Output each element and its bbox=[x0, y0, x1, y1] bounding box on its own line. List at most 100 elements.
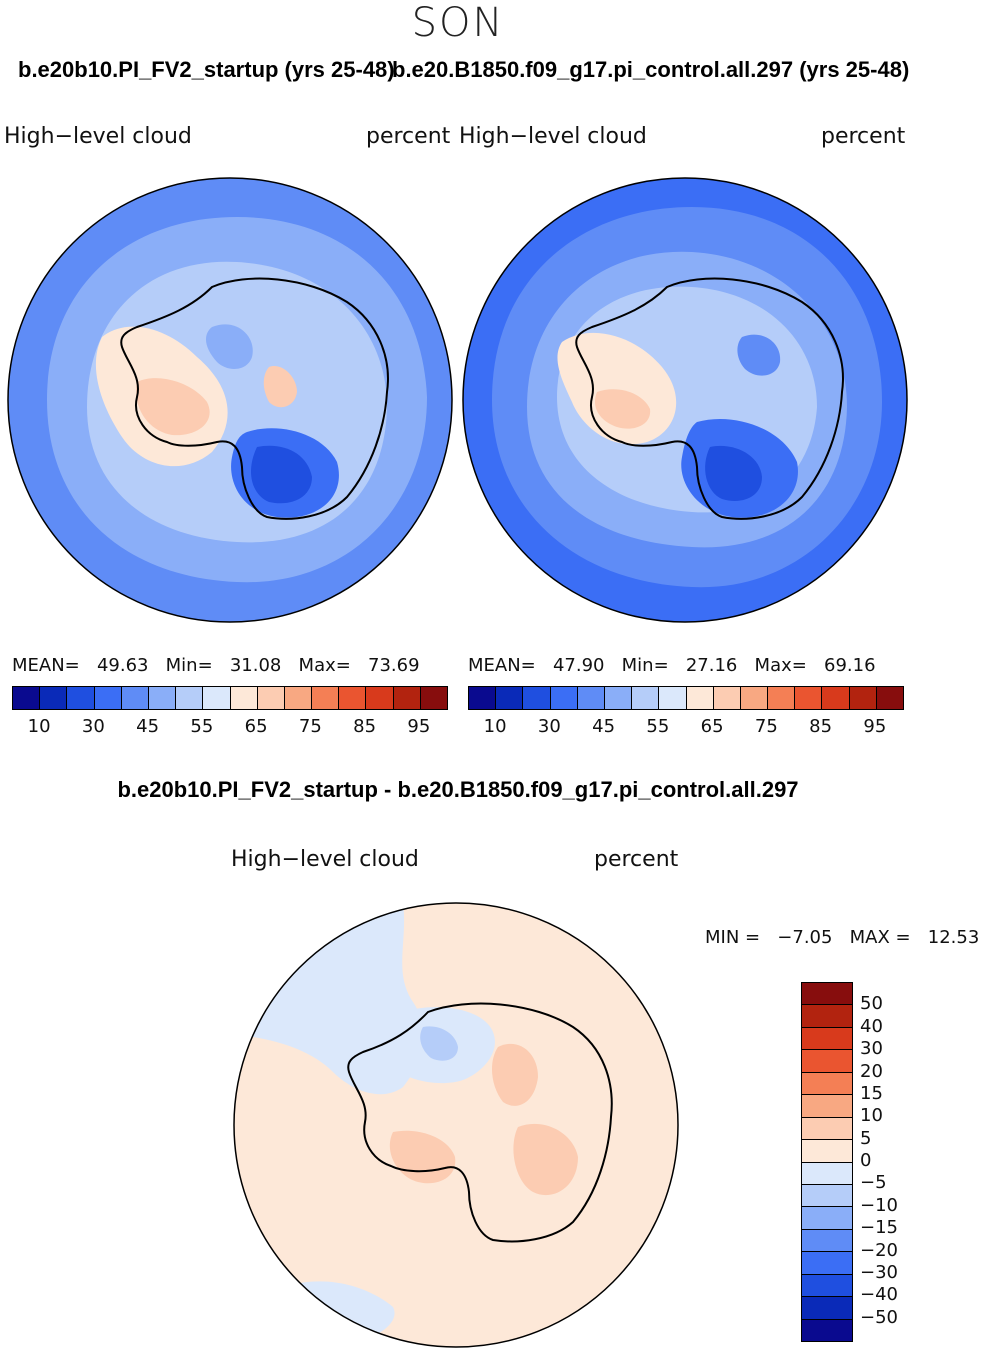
colorbar-swatch bbox=[496, 687, 524, 709]
diff-colorbar-tick-label: 40 bbox=[860, 1015, 883, 1037]
map1-inner-cool bbox=[205, 324, 253, 369]
colorbar-swatch bbox=[632, 687, 660, 709]
colorbar-swatch bbox=[469, 687, 497, 709]
colorbar-swatch bbox=[148, 687, 177, 709]
colorbar-swatch bbox=[420, 687, 447, 709]
diff-colorbar-swatch bbox=[802, 1005, 852, 1028]
panel1-mean-value: 49.63 bbox=[96, 655, 149, 676]
panel2-stats: MEAN= 47.90 Min= 27.16 Max= 69.16 bbox=[468, 655, 876, 676]
colorbar-tick-label: 75 bbox=[754, 716, 778, 737]
colorbar-swatch bbox=[740, 687, 769, 709]
diff-colorbar bbox=[801, 982, 853, 1342]
diff-colorbar-tick-label: 5 bbox=[860, 1127, 872, 1149]
map2-west-core bbox=[594, 389, 651, 429]
colorbar-swatch bbox=[339, 687, 367, 709]
colorbar-swatch bbox=[257, 687, 285, 709]
panel1-max-value: 73.69 bbox=[368, 655, 420, 676]
diff-minmax: MIN = −7.05 MAX = 12.53 bbox=[705, 927, 979, 948]
colorbar-swatch bbox=[604, 687, 633, 709]
map-difference bbox=[233, 902, 679, 1348]
panel1-units-label: percent bbox=[366, 124, 451, 149]
colorbar-swatch bbox=[40, 687, 68, 709]
panel2-colorbar bbox=[468, 686, 904, 710]
map1-coastline bbox=[120, 277, 389, 520]
panel2-mean-value: 47.90 bbox=[552, 655, 605, 676]
diff-colorbar-swatch bbox=[802, 1140, 852, 1163]
panel1-min-value: 31.08 bbox=[229, 655, 282, 676]
diff-units-label: percent bbox=[594, 847, 679, 872]
diff-colorbar-swatch bbox=[802, 1095, 852, 1118]
panel1-max-label: Max= bbox=[298, 655, 351, 676]
diff-colorbar-swatch bbox=[802, 1072, 852, 1096]
diff-colorbar-tick-label: 0 bbox=[860, 1150, 872, 1171]
map-panel1 bbox=[7, 177, 453, 623]
diff-colorbar-tick-label: −50 bbox=[860, 1306, 898, 1328]
panel2-min-value: 27.16 bbox=[685, 655, 738, 676]
colorbar-tick-label: 10 bbox=[483, 716, 507, 737]
panel1-mean-label: MEAN= bbox=[12, 655, 80, 676]
colorbar-swatch bbox=[176, 687, 204, 709]
colorbar-tick-label: 95 bbox=[863, 716, 887, 737]
colorbar-swatch bbox=[230, 687, 258, 709]
diff-colorbar-swatch bbox=[802, 1229, 852, 1253]
colorbar-tick-label: 30 bbox=[537, 716, 561, 737]
panel2-max-label: Max= bbox=[754, 655, 807, 676]
colorbar-swatch bbox=[366, 687, 394, 709]
map1-west-core bbox=[136, 378, 210, 436]
season-title: SON bbox=[411, 0, 505, 46]
diff-colorbar-tick-label: −30 bbox=[860, 1261, 898, 1283]
colorbar-swatch bbox=[550, 687, 578, 709]
colorbar-swatch bbox=[393, 687, 421, 709]
diff-max-value: 12.53 bbox=[927, 927, 980, 948]
diff-min-label: MIN = bbox=[705, 927, 761, 948]
diff-colorbar-tick-label: −20 bbox=[860, 1239, 898, 1261]
diff-colorbar-swatch bbox=[802, 1027, 852, 1051]
map-panel2 bbox=[462, 177, 908, 623]
diff-colorbar-swatch bbox=[802, 1297, 852, 1320]
colorbar-tick-label: 45 bbox=[136, 716, 160, 737]
diff-map-pos-east2 bbox=[513, 1123, 578, 1196]
map2-east-low bbox=[737, 334, 781, 376]
panel1-min-label: Min= bbox=[165, 655, 213, 676]
colorbar-swatch bbox=[312, 687, 340, 709]
case2-title: b.e20.B1850.f09_g17.pi_control.all.297 (… bbox=[392, 57, 910, 82]
colorbar-swatch bbox=[795, 687, 823, 709]
diff-colorbar-swatch bbox=[802, 983, 852, 1006]
colorbar-swatch bbox=[94, 687, 122, 709]
panel2-min-label: Min= bbox=[621, 655, 669, 676]
colorbar-swatch bbox=[284, 687, 313, 709]
panel1-stats: MEAN= 49.63 Min= 31.08 Max= 73.69 bbox=[12, 655, 420, 676]
colorbar-tick-label: 85 bbox=[353, 716, 377, 737]
colorbar-swatch bbox=[121, 687, 149, 709]
colorbar-swatch bbox=[13, 687, 41, 709]
case1-title: b.e20b10.PI_FV2_startup (yrs 25-48) bbox=[18, 57, 395, 82]
diff-colorbar-tick-label: 15 bbox=[860, 1082, 883, 1104]
map1-ross-core bbox=[250, 445, 312, 504]
panel2-mean-label: MEAN= bbox=[468, 655, 536, 676]
map1-east-warm bbox=[263, 366, 297, 408]
diff-colorbar-tick-label: 20 bbox=[860, 1060, 883, 1082]
colorbar-tick-label: 65 bbox=[700, 716, 724, 737]
colorbar-swatch bbox=[577, 687, 605, 709]
colorbar-tick-label: 30 bbox=[81, 716, 105, 737]
diff-colorbar-swatch bbox=[802, 1050, 852, 1073]
panel2-units-label: percent bbox=[821, 124, 906, 149]
diff-colorbar-swatch bbox=[802, 1319, 852, 1341]
map2-coastline bbox=[575, 277, 844, 520]
diff-colorbar-tick-label: 30 bbox=[860, 1038, 883, 1060]
colorbar-tick-label: 55 bbox=[190, 716, 214, 737]
diff-colorbar-swatch bbox=[802, 1274, 852, 1298]
diff-max-label: MAX = bbox=[849, 927, 911, 948]
colorbar-tick-label: 10 bbox=[27, 716, 51, 737]
colorbar-swatch bbox=[523, 687, 551, 709]
diff-colorbar-swatch bbox=[802, 1117, 852, 1141]
diff-colorbar-swatch bbox=[802, 1162, 852, 1185]
map2-ross-core bbox=[705, 445, 762, 501]
diff-map-neg-core bbox=[420, 1026, 458, 1061]
diff-min-value: −7.05 bbox=[777, 927, 833, 948]
panel2-variable-label: High−level cloud bbox=[459, 124, 647, 149]
diff-colorbar-swatch bbox=[802, 1184, 852, 1208]
colorbar-tick-label: 95 bbox=[407, 716, 431, 737]
colorbar-swatch bbox=[659, 687, 687, 709]
diff-colorbar-swatch bbox=[802, 1207, 852, 1230]
